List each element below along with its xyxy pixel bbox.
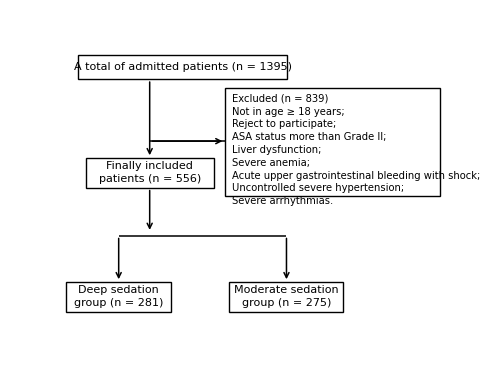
Text: A total of admitted patients (n = 1395): A total of admitted patients (n = 1395): [74, 62, 292, 72]
FancyBboxPatch shape: [66, 282, 171, 312]
Text: Deep sedation
group (n = 281): Deep sedation group (n = 281): [74, 285, 164, 309]
Text: Moderate sedation
group (n = 275): Moderate sedation group (n = 275): [234, 285, 338, 309]
FancyBboxPatch shape: [225, 87, 440, 196]
Text: Excluded (n = 839)
Not in age ≥ 18 years;
Reject to participate;
ASA status more: Excluded (n = 839) Not in age ≥ 18 years…: [232, 94, 480, 206]
FancyBboxPatch shape: [78, 55, 287, 79]
FancyBboxPatch shape: [86, 158, 214, 188]
FancyBboxPatch shape: [229, 282, 344, 312]
Text: Finally included
patients (n = 556): Finally included patients (n = 556): [98, 161, 201, 184]
